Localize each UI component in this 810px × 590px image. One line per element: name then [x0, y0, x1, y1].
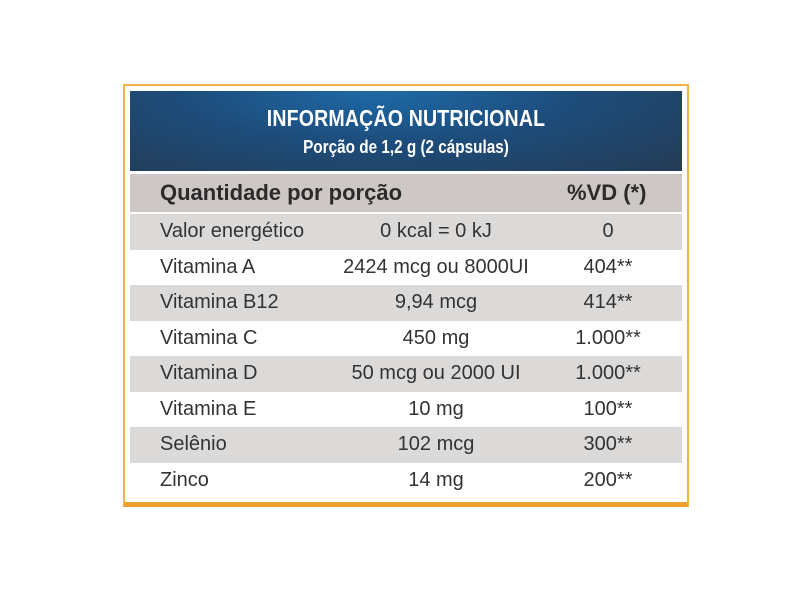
column-header-row: Quantidade por porção %VD (*) — [130, 174, 682, 212]
table-row: Vitamina C 450 mg 1.000** — [130, 321, 682, 357]
table-row: Vitamina B12 9,94 mcg 414** — [130, 285, 682, 321]
nutrient-name: Zinco — [160, 468, 209, 491]
nutrient-dv: 100** — [583, 397, 633, 420]
nutrient-amount: 50 mcg ou 2000 UI — [351, 362, 521, 384]
nutrient-name: Vitamina B12 — [160, 291, 279, 313]
nutrient-amount: 2424 mcg ou 8000UI — [343, 255, 529, 278]
table-title: INFORMAÇÃO NUTRICIONAL — [266, 105, 546, 131]
nutrient-amount: 14 mg — [408, 468, 464, 491]
table-header: INFORMAÇÃO NUTRICIONAL Porção de 1,2 g (… — [130, 91, 682, 171]
nutrient-amount: 0 kcal = 0 kJ — [380, 220, 492, 242]
nutrient-amount: 10 mg — [408, 397, 464, 420]
nutrient-amount: 450 mg — [402, 326, 470, 349]
table-row: Zinco 14 mg 200** — [130, 463, 682, 499]
nutrient-amount: 9,94 mcg — [394, 291, 478, 313]
table-row: Valor energético 0 kcal = 0 kJ 0 — [130, 214, 682, 250]
nutrition-table: INFORMAÇÃO NUTRICIONAL Porção de 1,2 g (… — [123, 84, 689, 507]
nutrient-dv: 200** — [583, 468, 633, 491]
nutrient-name: Vitamina D — [160, 362, 258, 384]
nutrient-amount: 102 mcg — [397, 433, 475, 455]
nutrient-dv: 300** — [583, 433, 633, 455]
nutrient-name: Vitamina A — [160, 255, 256, 278]
nutrient-name: Selênio — [160, 433, 227, 455]
nutrient-name: Vitamina C — [160, 326, 258, 349]
table-row: Selênio 102 mcg 300** — [130, 427, 682, 463]
table-row: Vitamina D 50 mcg ou 2000 UI 1.000** — [130, 356, 682, 392]
nutrient-dv: 1.000** — [575, 362, 641, 384]
nutrient-dv: 0 — [602, 220, 614, 242]
table-row: Vitamina E 10 mg 100** — [130, 392, 682, 428]
nutrient-dv: 404** — [583, 255, 633, 278]
column-dv: %VD (*) — [567, 180, 647, 205]
nutrient-dv: 1.000** — [575, 326, 641, 349]
nutrient-name: Valor energético — [160, 220, 305, 242]
column-quantity: Quantidade por porção — [160, 180, 403, 205]
nutrient-dv: 414** — [583, 291, 633, 313]
nutrient-name: Vitamina E — [160, 397, 257, 420]
table-row: Vitamina A 2424 mcg ou 8000UI 404** — [130, 250, 682, 286]
serving-size: Porção de 1,2 g (2 cápsulas) — [303, 137, 509, 157]
